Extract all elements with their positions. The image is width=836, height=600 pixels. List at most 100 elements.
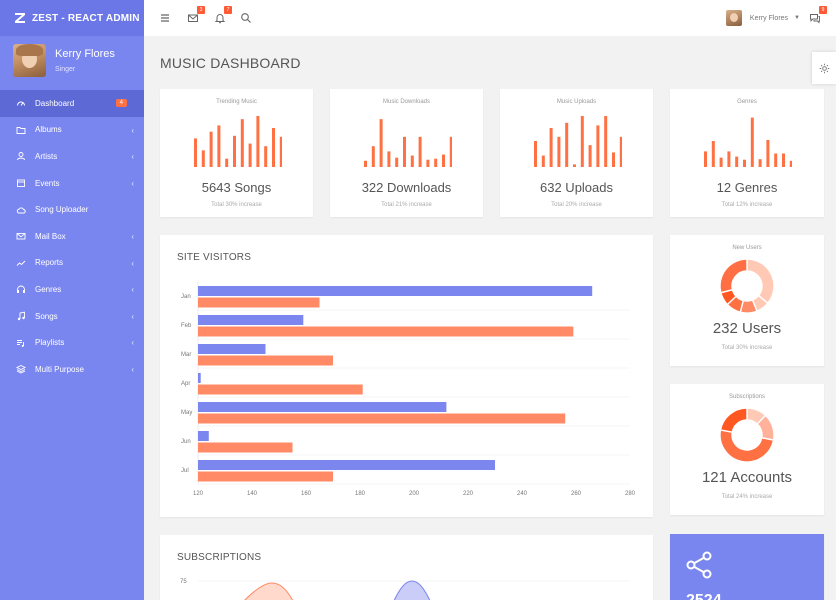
mini-bar-chart <box>533 116 623 167</box>
user-icon <box>16 151 26 161</box>
sidebar-item-dashboard[interactable]: Dashboard 4 <box>0 90 144 117</box>
subscriptions-card: Subscriptions 121 Accounts Total 24% inc… <box>670 384 824 515</box>
sidebar-item-reports[interactable]: Reports ‹ <box>0 250 144 277</box>
mini-bar <box>441 154 445 167</box>
sidebar-item-label: Genres <box>35 284 62 294</box>
mini-bar <box>394 157 398 167</box>
chevron-left-icon: ‹ <box>131 258 134 268</box>
mini-bar <box>279 136 283 167</box>
mini-bar <box>735 156 739 167</box>
chevron-left-icon: ‹ <box>131 338 134 348</box>
headphones-icon <box>16 284 26 294</box>
x-tick-label: 140 <box>247 491 258 497</box>
sidebar-item-multi-purpose[interactable]: Multi Purpose ‹ <box>0 356 144 383</box>
mini-bar <box>580 116 584 167</box>
sidebar-item-artists[interactable]: Artists ‹ <box>0 143 144 170</box>
mini-bar <box>588 145 592 167</box>
mini-bar <box>719 157 723 167</box>
user-menu[interactable]: Kerry Flores ▼ <box>725 10 800 26</box>
bar-orange <box>198 384 363 395</box>
playlist-icon <box>16 338 26 348</box>
mini-bar <box>774 153 778 167</box>
sidebar-item-label: Reports <box>35 258 64 268</box>
stat-value: 5643 Songs <box>201 180 272 195</box>
mini-bar <box>711 141 715 167</box>
mini-bar <box>418 136 422 167</box>
x-tick-label: 280 <box>625 491 636 497</box>
search-icon[interactable] <box>239 11 253 25</box>
sidebar-item-playlists[interactable]: Playlists ‹ <box>0 329 144 356</box>
mini-bar <box>271 128 275 167</box>
bar-orange <box>198 297 320 308</box>
mini-bar <box>549 128 553 167</box>
profile-name: Kerry Flores <box>55 48 115 60</box>
menu-toggle-icon[interactable] <box>158 11 172 25</box>
brand-title: ZEST - REACT ADMIN <box>32 12 140 24</box>
sidebar-item-label: Songs <box>35 311 58 321</box>
sidebar-item-label: Mail Box <box>35 231 66 241</box>
subscriptions-area-chart: 75 <box>180 579 630 600</box>
mini-bar <box>619 136 623 167</box>
bar-blue <box>198 344 266 354</box>
category-label: Feb <box>181 323 192 329</box>
mini-bar <box>371 146 375 167</box>
mini-bar <box>572 164 576 167</box>
bell-icon[interactable]: 7 <box>213 6 232 25</box>
sidebar-item-label: Song Uploader <box>35 205 89 215</box>
bar-blue <box>198 315 304 325</box>
chat-icon[interactable]: 9 <box>808 6 827 25</box>
profile: Kerry Flores Singer <box>0 36 144 90</box>
mail-icon <box>16 231 26 241</box>
sidebar-item-mail-box[interactable]: Mail Box ‹ <box>0 223 144 250</box>
mini-bar <box>743 159 746 167</box>
mini-bar-chart <box>363 119 453 167</box>
top-bar: 3 7 Kerry Flores ▼ 9 <box>144 0 836 36</box>
stat-value: 322 Downloads <box>361 180 452 195</box>
mini-bar <box>595 125 599 167</box>
mail-icon[interactable]: 3 <box>186 6 205 25</box>
chevron-left-icon: ‹ <box>131 125 134 135</box>
x-tick-label: 200 <box>409 491 420 497</box>
sidebar-item-label: Events <box>35 178 60 188</box>
bar-blue <box>198 431 209 441</box>
mini-bar <box>449 136 453 167</box>
nav-badge: 4 <box>115 99 127 107</box>
stat-label: Music Uploads <box>556 99 597 105</box>
stat-label: Genres <box>737 99 757 105</box>
mini-bar <box>224 158 228 167</box>
site-visitors-chart: Jan Feb Mar Apr May Jun Jul 120 140 160 180 200 220 2… <box>181 281 636 497</box>
sidebar: ZEST - REACT ADMIN Kerry Flores Singer D… <box>0 0 144 600</box>
chevron-left-icon: ‹ <box>131 285 134 295</box>
stat-label: Music Downloads <box>382 99 431 105</box>
music-note-icon <box>16 311 26 321</box>
chat-badge: 9 <box>819 6 827 14</box>
sidebar-item-songs[interactable]: Songs ‹ <box>0 303 144 330</box>
category-label: Mar <box>181 352 191 358</box>
bar-orange <box>198 326 574 337</box>
sidebar-item-genres[interactable]: Genres ‹ <box>0 276 144 303</box>
chevron-left-icon: ‹ <box>131 364 134 374</box>
stat-card-downloads: Music Downloads 322 Downloads Total 21% … <box>330 89 483 217</box>
stat-card-trending: Trending Music 5643 Songs Total 30% incr… <box>160 89 313 217</box>
mini-bar <box>611 152 615 167</box>
bar-orange <box>198 442 293 453</box>
avatar[interactable] <box>13 44 46 77</box>
site-visitors-card: SITE VISITORS Jan Feb Mar Apr May Jun Jul 120 14… <box>160 235 653 517</box>
mini-bar <box>248 143 252 167</box>
stat-card-uploads: Music Uploads 632 Uploads Total 20% incr… <box>500 89 653 217</box>
brand[interactable]: ZEST - REACT ADMIN <box>0 0 144 36</box>
site-visitors-title: SITE VISITORS <box>177 252 252 263</box>
new-users-donut <box>719 258 775 314</box>
subscriptions-sub: Total 24% increase <box>721 494 773 500</box>
sidebar-item-song-uploader[interactable]: Song Uploader <box>0 196 144 223</box>
mini-bar <box>789 160 793 167</box>
sidebar-item-albums[interactable]: Albums ‹ <box>0 117 144 144</box>
mini-bar <box>240 119 244 167</box>
subscriptions-section-title: SUBSCRIPTIONS <box>177 552 262 563</box>
settings-gear-icon[interactable] <box>812 52 836 84</box>
folder-icon <box>16 125 26 135</box>
caret-down-icon: ▼ <box>794 15 800 21</box>
sidebar-item-events[interactable]: Events ‹ <box>0 170 144 197</box>
share-icon[interactable] <box>685 550 715 580</box>
sidebar-item-label: Multi Purpose <box>35 364 84 374</box>
